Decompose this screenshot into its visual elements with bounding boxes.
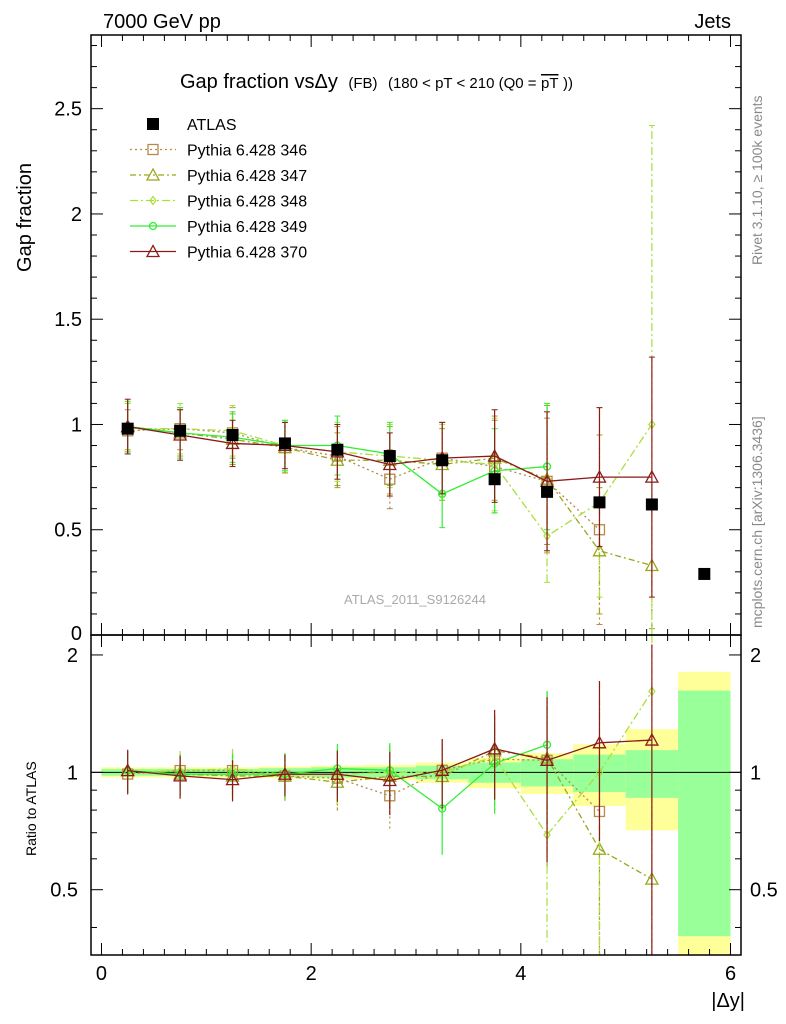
- ratio-y-tick-label-right: 0.5: [750, 880, 778, 902]
- chart-title: Gap fraction vsΔy (FB) (180 < pT < 210 (…: [180, 71, 573, 93]
- ratio-series-1: [122, 702, 606, 955]
- header-right-label: Jets: [694, 11, 731, 33]
- rivet-version-label: Rivet 3.1.10, ≥ 100k events: [749, 95, 765, 265]
- x-tick-label: 2: [306, 963, 317, 985]
- legend: ATLAS Pythia 6.428 346 Pythia 6.428 347 Pyt…: [130, 117, 307, 262]
- analysis-label: ATLAS_2011_S9126244: [344, 592, 486, 607]
- y-tick-label: 2.5: [54, 99, 82, 121]
- ratio-series-2: [120, 692, 659, 955]
- ratio-y-tick-label: 0.5: [50, 880, 78, 902]
- legend-marker: [147, 143, 159, 156]
- atlas-point: [698, 567, 711, 580]
- legend-marker: [145, 167, 161, 181]
- atlas-point: [593, 496, 606, 509]
- title-main: Gap fraction vsΔy: [180, 71, 338, 93]
- legend-entry-4: Pythia 6.428 349: [130, 219, 307, 236]
- ratio-point: [644, 732, 659, 746]
- legend-label: Pythia 6.428 349: [187, 219, 307, 236]
- series-5: [120, 356, 659, 598]
- atlas-point: [226, 429, 239, 441]
- series-line: [127, 428, 600, 531]
- legend-label: ATLAS: [187, 117, 237, 134]
- legend-label: Pythia 6.428 347: [187, 168, 307, 185]
- ratio-point: [592, 841, 607, 855]
- ratio-y-tick-label: 1: [67, 762, 78, 784]
- legend-entry-1: Pythia 6.428 346: [130, 143, 307, 160]
- ratio-panel-series: [120, 635, 659, 955]
- legend-entry-5: Pythia 6.428 370: [130, 244, 307, 262]
- legend-entry-2: Pythia 6.428 347: [130, 167, 307, 185]
- mcplots-label: mcplots.cern.ch [arXiv:1306.3436]: [749, 416, 765, 628]
- title-cut-overlined: pT: [541, 75, 559, 92]
- atlas-point: [383, 450, 396, 463]
- atlas-point: [436, 454, 449, 467]
- ratio-uncertainty-bands: [91, 671, 741, 955]
- data-point: [487, 448, 502, 462]
- atlas-point: [645, 498, 658, 511]
- legend-marker: [148, 221, 158, 231]
- reference-data: [121, 422, 711, 580]
- ratio-y-tick-label-right: 1: [750, 762, 761, 784]
- title-cut-end: )): [563, 75, 573, 92]
- data-point: [644, 469, 659, 483]
- ratio-band-green: [678, 690, 731, 937]
- atlas-point: [174, 424, 187, 437]
- ratio-line: [127, 739, 652, 782]
- axis-ticks: 0 2 4 60.511.522.500.5 0.51 12 2: [50, 35, 778, 985]
- x-tick-label: 6: [725, 963, 736, 985]
- atlas-point: [331, 443, 344, 456]
- atlas-point: [488, 473, 501, 486]
- ratio-y-tick-label-right: 2: [750, 645, 761, 667]
- title-cut: (180 < pT < 210 (Q0 =: [388, 75, 537, 92]
- legend-label: Pythia 6.428 348: [187, 194, 307, 211]
- ratio-point: [435, 762, 450, 776]
- atlas-point: [541, 485, 554, 498]
- ratio-point: [120, 763, 135, 777]
- legend-label: Pythia 6.428 346: [187, 143, 307, 160]
- y-tick-label: 2: [71, 204, 82, 226]
- y-tick-label: 1.5: [54, 309, 82, 331]
- y-zero-label: 0: [71, 623, 82, 645]
- legend-marker: [147, 118, 159, 130]
- legend-entry-atlas: ATLAS: [147, 117, 237, 134]
- y-axis-label: Gap fraction: [14, 163, 36, 272]
- legend-marker: [149, 195, 157, 206]
- ratio-point: [487, 741, 502, 755]
- ratio-y-tick-label: 2: [67, 645, 78, 667]
- data-point: [592, 543, 607, 557]
- title-small: (FB): [348, 75, 377, 92]
- legend-entry-3: Pythia 6.428 348: [130, 194, 307, 211]
- x-axis-label: |Δy|: [711, 990, 745, 1012]
- data-point: [225, 436, 240, 450]
- x-tick-label: 0: [96, 963, 107, 985]
- ratio-series-5: [120, 644, 659, 955]
- header-left-label: 7000 GeV pp: [103, 11, 221, 33]
- atlas-point: [278, 437, 291, 450]
- series-line: [127, 424, 653, 537]
- series-line: [127, 425, 653, 567]
- data-point: [382, 457, 397, 471]
- atlas-point: [121, 422, 134, 435]
- data-point: [592, 469, 607, 483]
- legend-label: Pythia 6.428 370: [187, 245, 307, 262]
- y-tick-label: 1: [71, 414, 82, 436]
- y-tick-label: 0.5: [54, 520, 82, 542]
- ratio-y-axis-label: Ratio to ATLAS: [23, 761, 39, 856]
- x-tick-label: 4: [515, 963, 526, 985]
- legend-marker: [145, 244, 161, 258]
